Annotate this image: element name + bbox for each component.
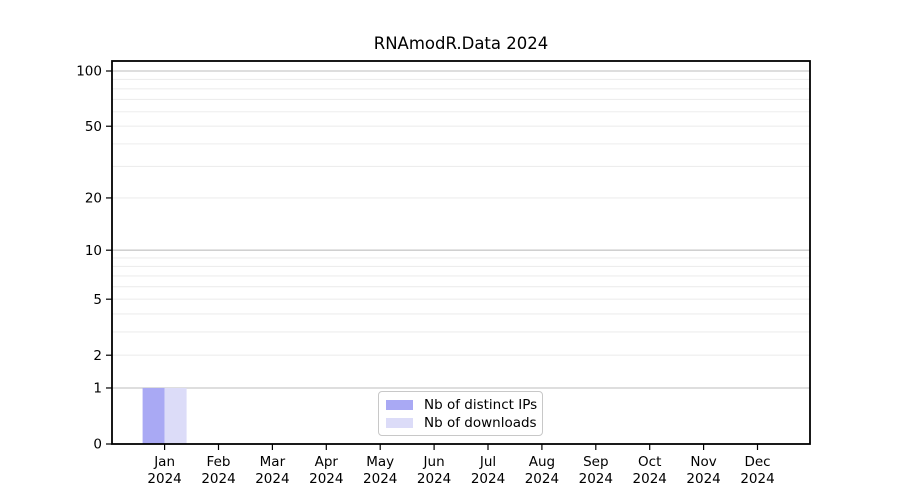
x-tick-label-year: 2024: [740, 471, 774, 487]
y-tick-label: 50: [85, 119, 102, 135]
chart-title: RNAmodR.Data 2024: [373, 34, 549, 53]
axes-box: [111, 60, 811, 445]
x-tick-label-year: 2024: [255, 471, 289, 487]
x-tick-label-year: 2024: [201, 471, 235, 487]
x-tick-label-year: 2024: [471, 471, 505, 487]
x-tick-label-month: Sep: [583, 454, 608, 470]
x-tick-label-month: Jan: [153, 454, 175, 470]
legend-label-distinct-ips: Nb of distinct IPs: [424, 396, 538, 413]
y-tick-label: 10: [85, 243, 102, 259]
x-tick-label-month: Dec: [744, 454, 770, 470]
y-tick-label: 100: [76, 64, 102, 80]
y-tick-label: 20: [85, 191, 102, 207]
legend: Nb of distinct IPs Nb of downloads: [378, 391, 543, 436]
x-tick-label-year: 2024: [579, 471, 613, 487]
x-tick-label-month: Feb: [207, 454, 231, 470]
legend-swatch-distinct-ips-icon: [386, 399, 413, 410]
bar-downloads-jan: [164, 387, 187, 444]
x-tick-label-month: May: [366, 454, 394, 470]
y-tick-label: 0: [93, 437, 102, 453]
x-tick-label-month: Jul: [479, 454, 496, 470]
x-tick-label-year: 2024: [309, 471, 343, 487]
bar-distinct-ips-jan: [142, 387, 165, 444]
x-tick-label-year: 2024: [363, 471, 397, 487]
legend-swatch-downloads-icon: [386, 417, 413, 428]
legend-item-downloads: Nb of downloads: [379, 414, 542, 431]
x-tick-label-month: Apr: [315, 454, 339, 470]
x-tick-label-year: 2024: [147, 471, 181, 487]
x-tick-label-year: 2024: [525, 471, 559, 487]
y-tick-label: 2: [93, 348, 102, 364]
x-tick-label-year: 2024: [633, 471, 667, 487]
x-tick-label-month: Aug: [529, 454, 555, 470]
x-tick-label-year: 2024: [686, 471, 720, 487]
y-tick-label: 1: [93, 381, 102, 397]
legend-item-distinct-ips: Nb of distinct IPs: [379, 396, 542, 413]
x-tick-label-month: Jun: [423, 454, 445, 470]
y-tick-label: 5: [93, 292, 102, 308]
x-tick-label-year: 2024: [417, 471, 451, 487]
x-tick-label-month: Mar: [260, 454, 286, 470]
x-tick-label-month: Nov: [690, 454, 716, 470]
x-tick-label-month: Oct: [638, 454, 661, 470]
legend-label-downloads: Nb of downloads: [424, 414, 537, 431]
